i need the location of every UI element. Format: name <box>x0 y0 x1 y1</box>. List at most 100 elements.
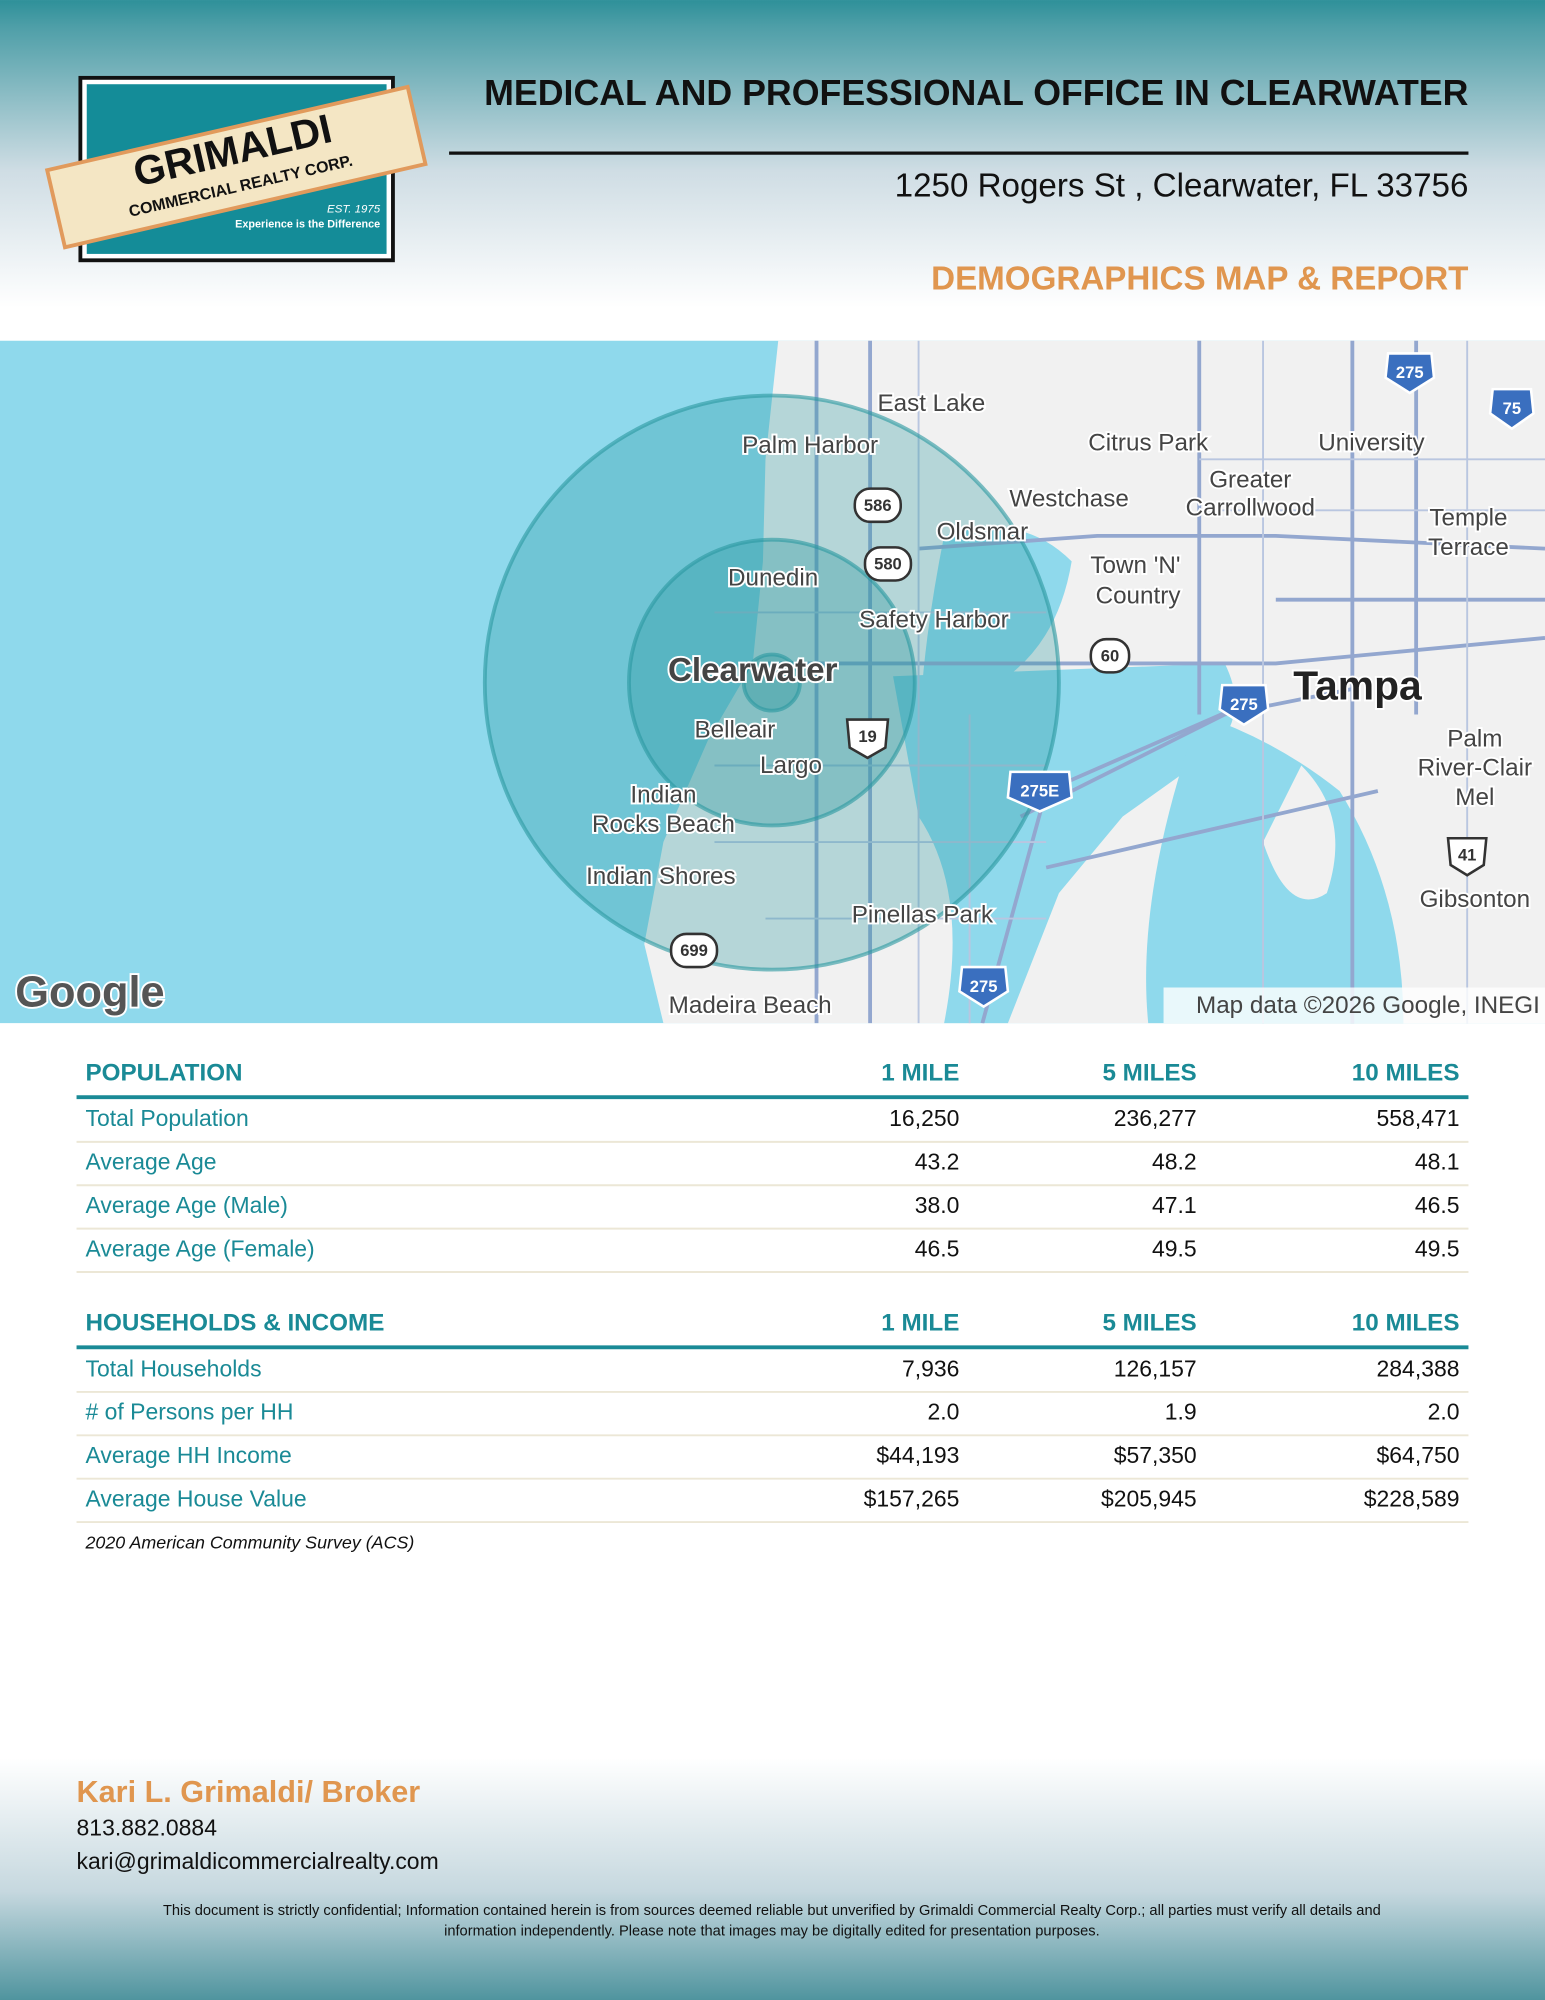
column-header: 5 MILES <box>1102 1060 1196 1087</box>
row-label: Average House Value <box>85 1485 306 1511</box>
place-label: Carrollwood <box>1186 494 1315 521</box>
map-labels: East Lake Palm Harbor Citrus Park Univer… <box>584 388 1534 1021</box>
logo-established: EST. 1975 <box>327 203 381 215</box>
place-label: Country <box>1096 583 1182 610</box>
place-label: Indian Shores <box>586 863 736 890</box>
place-label: Greater <box>1209 466 1291 493</box>
row-label: Average Age (Male) <box>85 1192 287 1218</box>
shield-label: 275E <box>1020 782 1059 801</box>
place-label: Indian <box>630 782 696 809</box>
shield-label: 41 <box>1458 845 1476 864</box>
shield-label: 275 <box>970 977 998 996</box>
row-label: Total Households <box>85 1355 261 1381</box>
table-cell: 7,936 <box>902 1355 959 1381</box>
place-label: University <box>1318 429 1425 456</box>
radius-ring <box>741 652 802 713</box>
row-label: Average Age (Female) <box>85 1235 314 1261</box>
place-label: Dunedin <box>728 565 818 592</box>
table-cell: 49.5 <box>1152 1235 1197 1261</box>
table-cell: 1.9 <box>1165 1399 1197 1425</box>
column-header: 5 MILES <box>1102 1310 1196 1337</box>
table-cell: 46.5 <box>915 1235 960 1261</box>
table-cell: 49.5 <box>1415 1235 1460 1261</box>
logo: GRIMALDI COMMERCIAL REALTY CORP. EST. 19… <box>44 75 428 263</box>
place-label: Citrus Park <box>1088 429 1209 456</box>
table-cell: 2.0 <box>927 1399 959 1425</box>
place-label: Clearwater <box>668 652 838 689</box>
row-label: Average Age <box>85 1149 216 1175</box>
shield-label: 275 <box>1230 695 1258 714</box>
table-cell: 48.1 <box>1415 1149 1460 1175</box>
table-cell: $157,265 <box>864 1485 960 1511</box>
radius-ring <box>482 393 1061 972</box>
shield-label: 75 <box>1503 399 1521 418</box>
place-label: River-Clair <box>1418 755 1532 782</box>
place-label: Tampa <box>1293 663 1422 709</box>
shield-label: 60 <box>1101 646 1119 665</box>
table-cell: 236,277 <box>1114 1105 1197 1131</box>
title: MEDICAL AND PROFESSIONAL OFFICE IN CLEAR… <box>484 73 1468 113</box>
disclaimer: information independently. Please note t… <box>444 1923 1100 1939</box>
table-cell: 126,157 <box>1114 1355 1197 1381</box>
column-header: 10 MILES <box>1352 1310 1460 1337</box>
map: East Lake Palm Harbor Citrus Park Univer… <box>0 340 1545 1024</box>
table-cell: 43.2 <box>915 1149 960 1175</box>
source-note: 2020 American Community Survey (ACS) <box>84 1532 414 1552</box>
place-label: Westchase <box>1009 486 1128 513</box>
place-label: Palm <box>1447 725 1502 752</box>
contact-name: Kari L. Grimaldi/ Broker <box>77 1775 421 1809</box>
place-label: Pinellas Park <box>852 901 994 928</box>
place-label: Oldsmar <box>937 519 1029 546</box>
table-cell: 558,471 <box>1377 1105 1460 1131</box>
column-header: POPULATION <box>85 1060 242 1087</box>
table-cell: 16,250 <box>889 1105 959 1131</box>
column-header: 1 MILE <box>881 1060 959 1087</box>
table-cell: 38.0 <box>915 1192 960 1218</box>
table-cell: 48.2 <box>1152 1149 1197 1175</box>
place-label: Town 'N' <box>1090 552 1180 579</box>
column-header: 1 MILE <box>881 1310 959 1337</box>
shield-label: 586 <box>864 496 892 515</box>
row-label: Total Population <box>85 1105 248 1131</box>
place-label: Gibsonton <box>1420 886 1530 913</box>
place-label: Largo <box>760 752 822 779</box>
address: 1250 Rogers St , Clearwater, FL 33756 <box>895 167 1469 204</box>
place-label: Temple <box>1429 505 1507 532</box>
row-label: Average HH Income <box>85 1442 291 1468</box>
disclaimer: This document is strictly confidential; … <box>163 1903 1381 1919</box>
place-label: Mel <box>1455 784 1494 811</box>
radius-ring <box>627 537 917 828</box>
table-cell: $57,350 <box>1114 1442 1197 1468</box>
highway-shields: 586 580 60 19 275 275E 41 699 275 275 75 <box>669 352 1535 1009</box>
row-label: # of Persons per HH <box>85 1399 293 1425</box>
table-cell: $205,945 <box>1101 1485 1197 1511</box>
table-cell: $44,193 <box>876 1442 959 1468</box>
column-header: 10 MILES <box>1352 1060 1460 1087</box>
map-brand: Google <box>15 969 164 1017</box>
subtitle: DEMOGRAPHICS MAP & REPORT <box>931 260 1468 297</box>
logo-slogan: Experience is the Difference <box>235 218 380 230</box>
place-label: Madeira Beach <box>669 992 832 1019</box>
shield-label: 275 <box>1396 363 1424 382</box>
roads <box>714 340 1545 1024</box>
shield-label: 699 <box>680 941 708 960</box>
contact-email: kari@grimaldicommercialrealty.com <box>77 1848 439 1874</box>
contact-phone: 813.882.0884 <box>77 1815 218 1841</box>
table-cell: 284,388 <box>1377 1355 1460 1381</box>
table-cell: $64,750 <box>1377 1442 1460 1468</box>
place-label: Rocks Beach <box>592 811 735 838</box>
place-label: Safety Harbor <box>859 607 1009 634</box>
column-header: HOUSEHOLDS & INCOME <box>85 1310 384 1337</box>
shield-label: 19 <box>858 727 876 746</box>
table-cell: 2.0 <box>1428 1399 1460 1425</box>
shield-label: 580 <box>874 555 902 574</box>
place-label: Terrace <box>1428 534 1509 561</box>
table-cell: $228,589 <box>1364 1485 1460 1511</box>
tables: POPULATION 1 MILE 5 MILES 10 MILES Total Pop… <box>76 1060 1469 1524</box>
map-attribution: Map data ©2026 Google, INEGI <box>1196 992 1540 1019</box>
place-label: East Lake <box>877 390 985 417</box>
place-label: Belleair <box>694 716 775 743</box>
place-label: Palm Harbor <box>742 432 878 459</box>
